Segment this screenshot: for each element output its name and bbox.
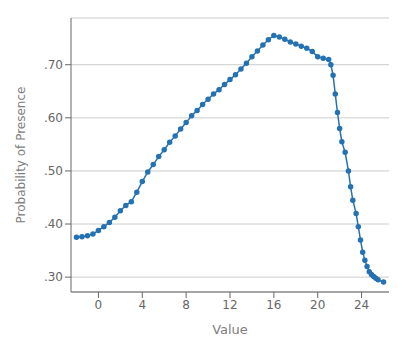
svg-text:Value: Value	[212, 322, 248, 337]
svg-text:24: 24	[354, 298, 369, 312]
svg-text:.30: .30	[44, 270, 63, 284]
svg-text:12: 12	[222, 298, 237, 312]
svg-text:20: 20	[310, 298, 325, 312]
svg-text:.70: .70	[44, 58, 63, 72]
svg-text:0: 0	[95, 298, 103, 312]
svg-text:.60: .60	[44, 111, 63, 125]
svg-text:.40: .40	[44, 217, 63, 231]
svg-text:.50: .50	[44, 164, 63, 178]
svg-text:8: 8	[182, 298, 190, 312]
svg-text:16: 16	[266, 298, 281, 312]
svg-text:Probability of Presence: Probability of Presence	[14, 87, 28, 224]
svg-text:4: 4	[138, 298, 146, 312]
